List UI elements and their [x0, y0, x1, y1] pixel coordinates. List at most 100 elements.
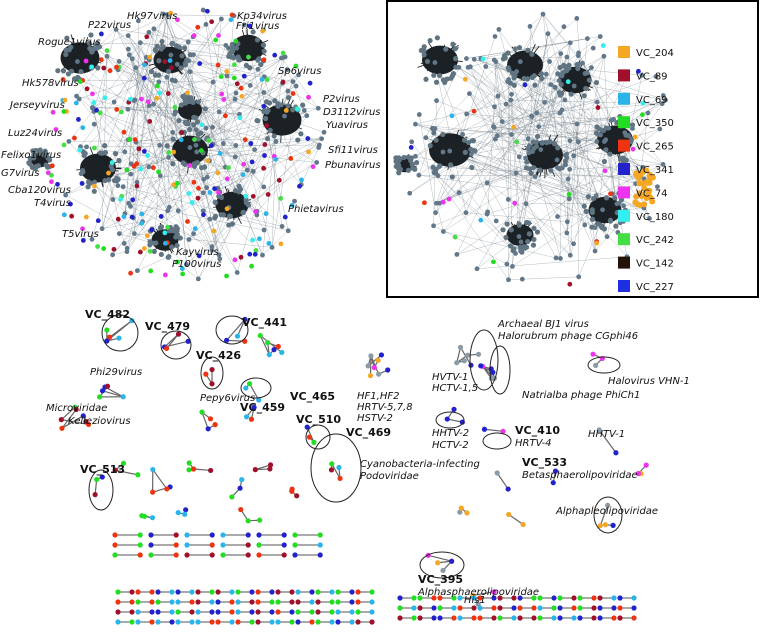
node — [285, 88, 291, 94]
node — [203, 22, 209, 27]
node — [629, 122, 636, 128]
node — [461, 358, 467, 364]
node — [599, 224, 605, 231]
edge — [97, 42, 226, 46]
node — [92, 492, 98, 498]
node — [504, 221, 510, 227]
node — [148, 552, 154, 558]
node — [250, 237, 255, 243]
node — [500, 428, 506, 434]
node — [175, 619, 181, 625]
node — [97, 110, 103, 116]
node — [55, 68, 61, 74]
node — [457, 615, 463, 621]
node — [53, 127, 59, 132]
node — [416, 112, 422, 117]
node — [266, 241, 272, 246]
node — [148, 532, 154, 538]
cluster-label: VC_513 — [80, 463, 125, 476]
node — [492, 136, 498, 142]
node — [242, 338, 248, 344]
taxon-label: Halovirus VHN-1 — [608, 376, 690, 387]
node — [145, 99, 151, 105]
node — [631, 605, 637, 611]
legend-swatch — [618, 280, 630, 292]
edge — [497, 76, 657, 136]
node — [162, 272, 168, 278]
node — [224, 176, 230, 182]
node — [295, 609, 301, 615]
edge — [419, 114, 436, 213]
node — [581, 93, 587, 99]
node — [433, 137, 439, 143]
node — [157, 173, 163, 179]
node — [294, 493, 300, 499]
node — [595, 105, 601, 110]
node — [663, 97, 668, 103]
node — [568, 91, 574, 97]
cluster-label: VC_479 — [145, 320, 190, 333]
node — [273, 139, 279, 144]
node — [255, 57, 261, 63]
node — [527, 143, 532, 149]
edge — [436, 203, 444, 232]
node — [567, 40, 573, 46]
node — [110, 197, 116, 202]
node — [149, 515, 156, 521]
node — [571, 153, 577, 159]
edge — [77, 61, 257, 216]
node — [86, 40, 93, 46]
node — [194, 149, 200, 155]
edge — [133, 100, 173, 133]
node — [144, 233, 150, 239]
edge — [198, 92, 264, 103]
node — [204, 174, 210, 180]
node — [606, 125, 612, 131]
node — [474, 266, 480, 272]
node — [217, 151, 223, 156]
node — [421, 52, 427, 58]
taxon-label: Archaeal BJ1 virus — [497, 319, 589, 330]
node — [168, 10, 174, 16]
node — [638, 193, 645, 200]
edge — [456, 347, 462, 363]
node — [491, 589, 497, 595]
node — [660, 162, 666, 167]
taxon-label: Alphasphaerolipoviridae — [417, 587, 539, 598]
node — [275, 343, 281, 350]
node — [243, 385, 249, 391]
node — [49, 172, 54, 178]
node — [307, 80, 313, 86]
node — [118, 109, 124, 115]
node — [491, 615, 497, 621]
label: Phietavirus — [288, 204, 344, 215]
node — [243, 414, 250, 420]
node — [129, 214, 135, 220]
label: Kp34virus — [237, 11, 287, 22]
node — [283, 108, 289, 113]
node — [141, 148, 147, 154]
edge — [542, 14, 579, 56]
node — [508, 227, 514, 233]
node — [441, 229, 446, 234]
node — [583, 85, 589, 92]
edge — [174, 114, 187, 265]
ring — [305, 424, 331, 450]
node — [209, 19, 215, 25]
edge — [495, 61, 503, 122]
node — [577, 615, 583, 621]
node — [232, 154, 238, 160]
node — [238, 85, 244, 91]
node — [247, 83, 253, 88]
node — [102, 150, 109, 156]
node — [434, 200, 439, 206]
node — [295, 589, 301, 595]
taxon-label: Halorubrum phage CGphi46 — [498, 331, 638, 342]
node — [559, 73, 565, 79]
node — [253, 248, 259, 253]
node — [465, 139, 472, 146]
node — [219, 91, 225, 97]
ring — [587, 356, 621, 374]
node — [229, 41, 235, 48]
node — [264, 109, 270, 115]
